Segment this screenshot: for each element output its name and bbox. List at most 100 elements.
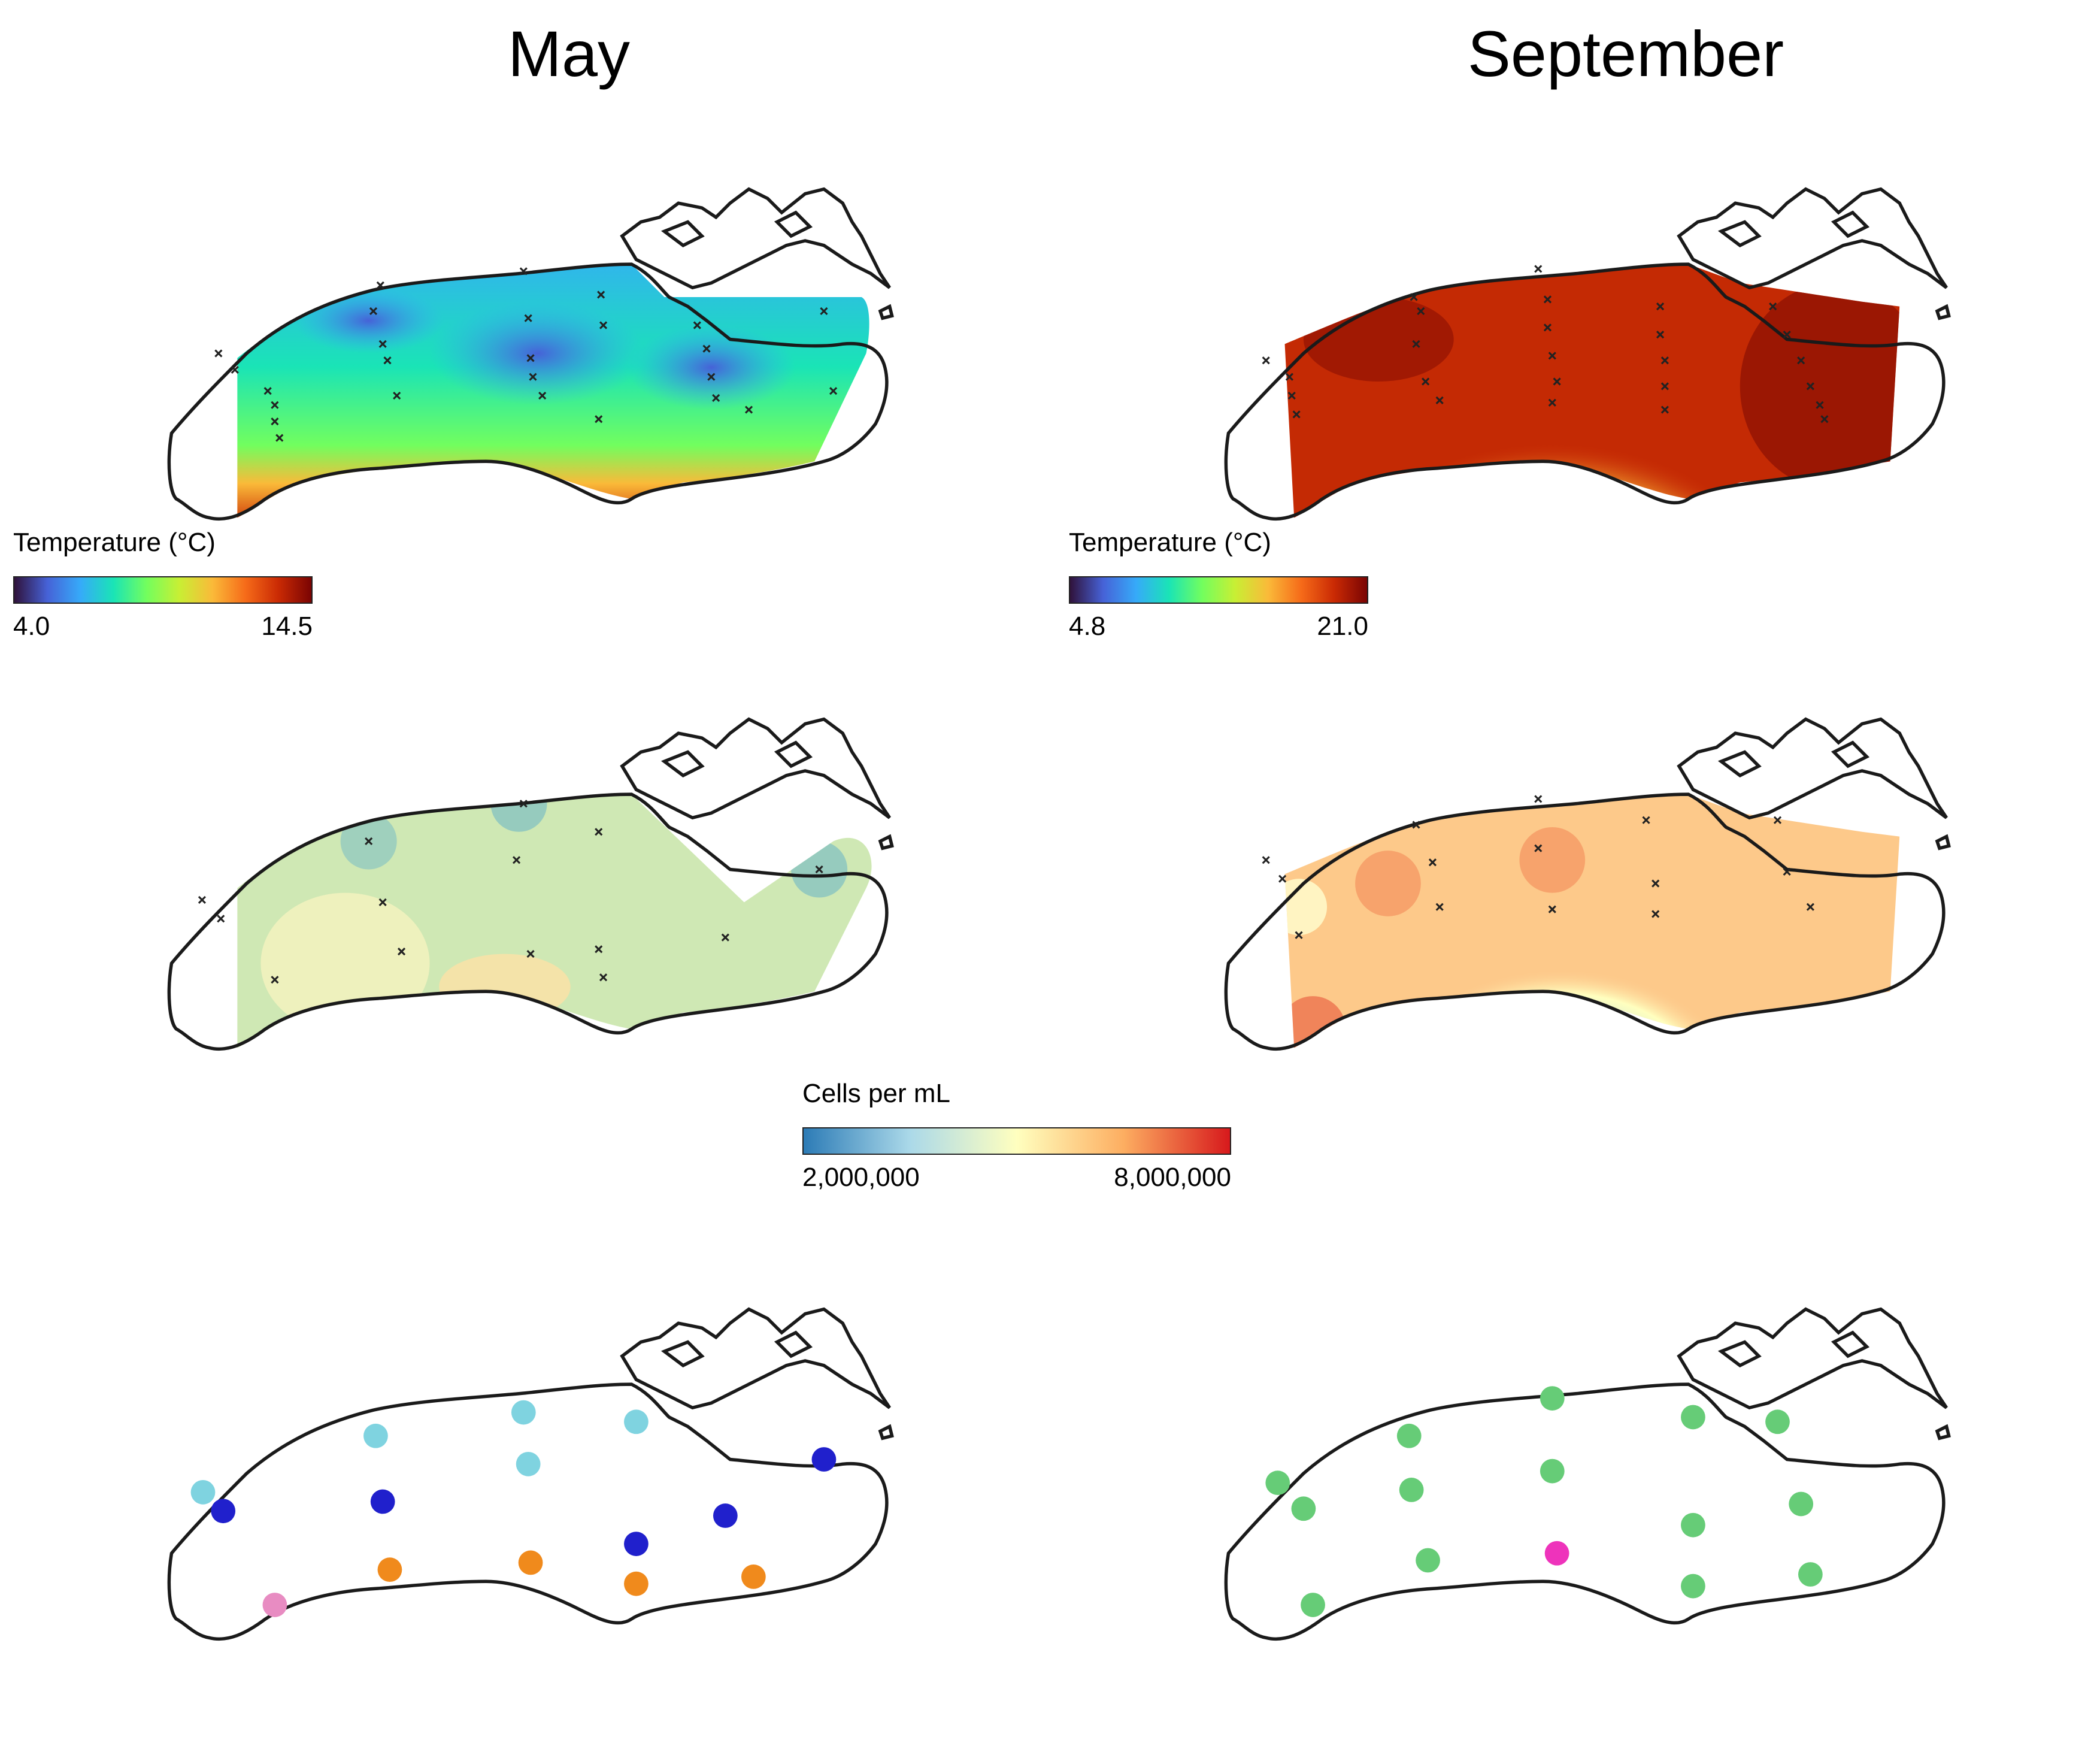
station-marker [1534, 844, 1543, 852]
colorbar-min: 2,000,000 [802, 1163, 920, 1192]
station-marker [1651, 910, 1660, 918]
station-marker [829, 387, 838, 395]
cluster-dot [518, 1550, 543, 1575]
title-may: May [507, 17, 631, 90]
cluster-dot [363, 1423, 388, 1448]
station-marker [524, 314, 532, 322]
cluster-dot [1544, 1541, 1569, 1566]
station-marker [1543, 295, 1552, 304]
station-marker [707, 373, 716, 381]
colorbar-cells-per-ml: Cells per mL 2,000,000 8,000,000 [802, 1078, 1246, 1210]
station-marker [1435, 903, 1444, 911]
cluster-dot [1396, 1423, 1422, 1448]
colorbar-max: 14.5 [261, 612, 313, 641]
station-marker [1548, 905, 1556, 913]
station-marker [538, 391, 547, 400]
cluster-dot [1416, 1548, 1440, 1573]
station-marker [376, 281, 384, 289]
station-marker [271, 417, 279, 426]
station-marker [519, 267, 528, 276]
station-marker [529, 373, 537, 381]
station-marker [1773, 816, 1782, 824]
cluster-dot [741, 1564, 766, 1589]
station-marker [595, 415, 603, 423]
station-marker [1660, 405, 1669, 414]
station-marker [1534, 795, 1543, 803]
colorbar-ramp [1069, 576, 1368, 604]
station-marker [1783, 331, 1791, 339]
station-marker [1806, 903, 1814, 911]
cluster-dot [624, 1571, 649, 1596]
cluster-dot [370, 1489, 395, 1514]
station-marker [378, 340, 387, 348]
station-marker [1417, 307, 1425, 316]
station-marker [1797, 356, 1805, 365]
station-marker [217, 915, 225, 923]
cluster-dot [811, 1447, 837, 1472]
cluster-dot [1301, 1593, 1325, 1617]
station-marker [1660, 382, 1669, 391]
colorbar-max: 21.0 [1317, 612, 1368, 641]
station-marker [1292, 410, 1301, 419]
cluster-dot [713, 1503, 738, 1528]
cluster-dot [377, 1557, 402, 1582]
map-september-cells [1093, 710, 2087, 1057]
cluster-dot [516, 1451, 541, 1476]
station-marker [369, 307, 378, 316]
station-marker [1285, 373, 1293, 381]
station-marker [519, 800, 528, 808]
map-may-temperature [36, 180, 1030, 527]
station-marker [820, 307, 828, 316]
station-marker [595, 828, 603, 836]
colorbar-min: 4.8 [1069, 612, 1106, 641]
cluster-dot [211, 1499, 236, 1524]
station-marker [512, 856, 521, 864]
station-marker [365, 837, 373, 846]
cluster-dot [1681, 1512, 1705, 1538]
cluster-dot [190, 1479, 216, 1505]
station-marker [597, 290, 605, 299]
cluster-dot [262, 1593, 287, 1617]
station-marker [599, 973, 608, 982]
station-marker [263, 387, 272, 395]
map-september-clusters [1093, 1300, 2087, 1647]
cluster-dot [511, 1400, 536, 1425]
station-marker [1553, 377, 1561, 386]
station-marker [198, 895, 207, 904]
cluster-dot [1789, 1491, 1814, 1517]
station-marker [271, 401, 279, 409]
station-marker [1278, 874, 1287, 883]
station-marker [712, 394, 720, 403]
colorbar-max: 8,000,000 [1114, 1163, 1231, 1192]
station-marker [231, 365, 239, 374]
station-marker [1783, 867, 1791, 876]
station-marker [1660, 356, 1669, 365]
map-may-cells [36, 710, 1030, 1057]
station-marker [1656, 302, 1665, 311]
colorbar-september-temperature: Temperature (°C) 4.8 21.0 [1069, 527, 1380, 659]
station-marker [1287, 391, 1296, 400]
station-marker [1422, 377, 1430, 386]
cluster-dot [1765, 1409, 1790, 1435]
colorbar-label: Cells per mL [802, 1079, 950, 1108]
colorbar-ramp [13, 576, 313, 604]
station-marker [214, 349, 223, 358]
title-september: September [1467, 17, 1784, 90]
station-marker [1642, 816, 1650, 824]
station-marker [1534, 265, 1543, 273]
station-marker [1428, 858, 1437, 867]
station-marker [378, 898, 387, 906]
station-marker [383, 356, 392, 365]
station-marker [275, 434, 284, 442]
station-marker [1548, 352, 1556, 360]
station-marker [702, 344, 711, 353]
cluster-dot [624, 1409, 649, 1435]
cluster-dot [1540, 1386, 1565, 1411]
station-marker [1412, 821, 1420, 829]
station-marker [1816, 401, 1824, 409]
colorbar-may-temperature: Temperature (°C) 4.0 14.5 [13, 527, 325, 659]
station-marker [1262, 856, 1270, 864]
station-marker [526, 949, 535, 958]
station-marker [1412, 340, 1420, 348]
station-marker [1806, 382, 1814, 391]
